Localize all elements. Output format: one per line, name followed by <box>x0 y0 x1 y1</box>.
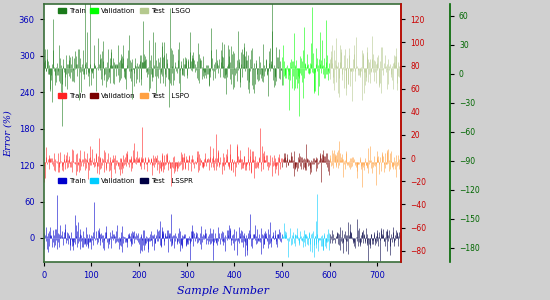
Y-axis label: Error (%): Error (%) <box>4 110 13 157</box>
Legend: Train, Validation, Test   LSSPR: Train, Validation, Test LSSPR <box>58 178 193 184</box>
X-axis label: Sample Number: Sample Number <box>177 286 268 296</box>
